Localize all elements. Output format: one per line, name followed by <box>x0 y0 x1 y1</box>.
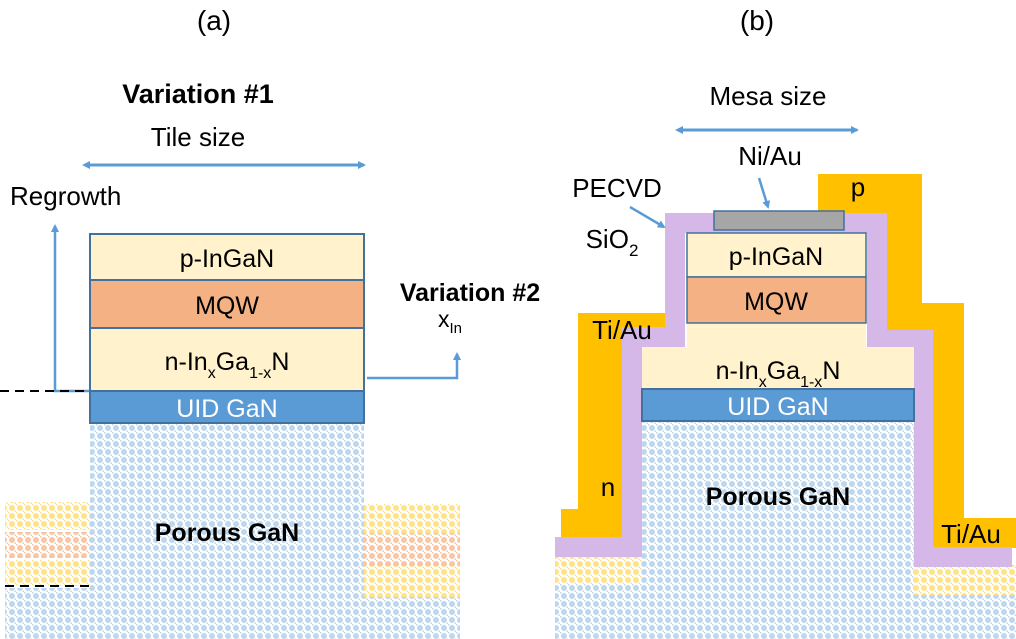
uid-gan-layer <box>641 388 915 422</box>
n-contact-ti-au <box>561 313 666 537</box>
porous-gan-layer <box>90 423 364 639</box>
x-in-label: xIn <box>438 306 462 337</box>
panel-a-label: (a) <box>197 5 231 36</box>
p-contact-label: p <box>851 172 865 202</box>
porous-gan-left <box>5 588 91 639</box>
porous-ingan-left <box>555 557 642 584</box>
panel-b-label: (b) <box>740 5 774 36</box>
panel-a: (a) Variation #1 Tile size Regrowth Poro… <box>0 5 540 639</box>
ni-au-contact <box>713 210 845 231</box>
porous-gan-left <box>555 584 642 639</box>
regrowth-label: Regrowth <box>10 181 121 211</box>
porous-ingan-right <box>364 504 460 533</box>
porous-mqw-left <box>5 532 91 558</box>
p-ingan-layer <box>89 233 365 281</box>
n-ingan-layer <box>642 323 914 389</box>
porous-gan-right <box>914 595 1016 639</box>
sio2-label: SiO2 <box>586 224 639 260</box>
variation2-arrow <box>367 352 461 380</box>
ti-au-right-label: Ti/Au <box>941 519 1001 549</box>
regrowth-arrow <box>51 224 90 393</box>
porous-ingan-left <box>5 502 91 530</box>
porous-gan-layer <box>642 421 914 639</box>
mqw-layer <box>686 276 867 324</box>
porous-gan-label: Porous GaN <box>706 483 850 511</box>
p-ingan-label: p-InGaN <box>729 243 823 271</box>
uid-gan-label: UID GaN <box>176 395 277 423</box>
mqw-label: MQW <box>744 288 808 316</box>
mqw-label: MQW <box>195 292 259 320</box>
ti-au-left-label: Ti/Au <box>592 315 652 345</box>
p-ingan-layer <box>686 232 867 278</box>
pecvd-label: PECVD <box>572 173 662 203</box>
uid-gan-label: UID GaN <box>727 393 828 421</box>
porous-gan-label: Porous GaN <box>155 519 299 547</box>
ni-au-arrow <box>757 177 771 209</box>
variation1-title: Variation #1 <box>122 79 274 109</box>
porous-ingan-left-2 <box>5 560 91 586</box>
porous-mqw-right <box>364 533 460 566</box>
n-ingan-layer <box>89 327 365 392</box>
n-ingan-label: n-InxGa1-xN <box>716 357 841 391</box>
n-ingan-label: n-InxGa1-xN <box>165 348 290 382</box>
ni-au-label: Ni/Au <box>738 141 802 171</box>
tile-size-label: Tile size <box>151 122 245 152</box>
porous-ingan-right <box>914 565 1016 595</box>
variation2-title: Variation #2 <box>400 279 540 307</box>
mesa-size-label: Mesa size <box>709 81 826 111</box>
panel-b: (b) Mesa size Porous GaN n-InxGa1-xN UID… <box>555 5 1016 639</box>
sio2-arrow <box>629 205 666 229</box>
uid-gan-layer <box>89 390 365 424</box>
porous-gan-right <box>364 597 460 639</box>
p-ingan-label: p-InGaN <box>180 245 274 273</box>
porous-ingan-right-2 <box>364 566 460 597</box>
n-contact-label: n <box>601 472 615 502</box>
